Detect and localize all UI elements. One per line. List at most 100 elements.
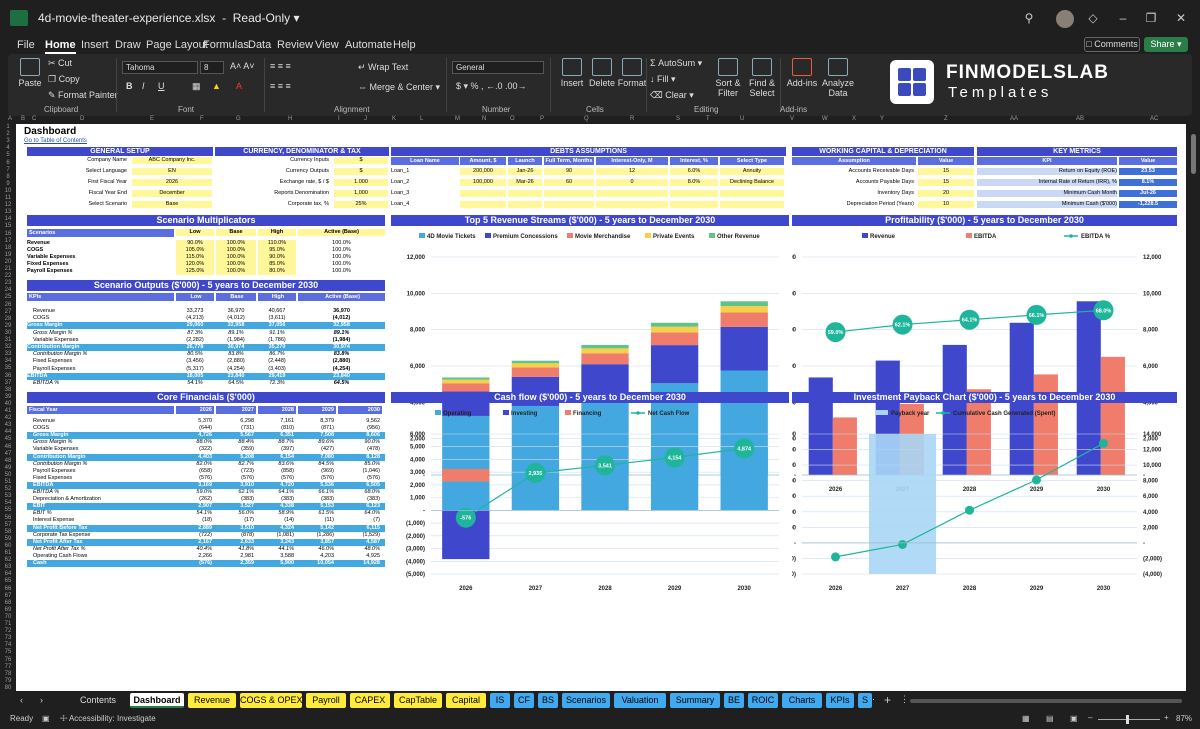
align-left-icon[interactable]: ≡ ≡ ≡	[270, 81, 291, 91]
menu-draw[interactable]: Draw	[115, 39, 141, 51]
row-header[interactable]: 54	[4, 500, 12, 507]
column-header[interactable]: C	[32, 116, 37, 122]
multiplier-cell[interactable]: 90.0%	[258, 254, 296, 261]
debts-cell[interactable]	[596, 190, 668, 197]
row-header[interactable]: 22	[4, 273, 12, 280]
row-header[interactable]: 34	[4, 358, 12, 365]
multiplier-cell[interactable]: 85.0%	[258, 261, 296, 268]
currency-format-icon[interactable]: $ ▾ % , ←.0 .00→	[456, 81, 527, 91]
table-of-contents-link[interactable]: Go to Table of Contents	[24, 138, 87, 144]
row-header[interactable]: 51	[4, 479, 12, 485]
tab-s[interactable]: S	[858, 693, 872, 708]
multiplier-cell[interactable]: 100.0%	[216, 268, 256, 275]
merge-center-button[interactable]: ⇔ Merge & Center ▾	[358, 82, 441, 92]
row-header[interactable]: 29	[4, 322, 12, 329]
multiplier-cell[interactable]: 100.0%	[216, 254, 256, 261]
row-header[interactable]: 61	[4, 550, 12, 556]
tab-cogs-opex[interactable]: COGS & OPEX	[240, 693, 303, 708]
row-header[interactable]: 15	[4, 223, 12, 230]
wrap-text-button[interactable]: ↵ Wrap Text	[358, 62, 409, 72]
font-grow-icon[interactable]: A˄ A˅	[230, 61, 255, 71]
cut-button[interactable]: ✂ Cut	[48, 58, 73, 68]
debts-cell[interactable]	[670, 190, 718, 197]
delete-cells-button[interactable]: Delete	[584, 58, 620, 88]
row-header[interactable]: 74	[4, 642, 12, 649]
row-header[interactable]: 21	[4, 266, 12, 272]
accessibility-status[interactable]: ☩ Accessibility: Investigate	[60, 714, 156, 723]
zoom-in-icon[interactable]: +	[1164, 713, 1169, 722]
row-header[interactable]: 72	[4, 628, 12, 635]
tab-is[interactable]: IS	[490, 693, 510, 708]
multiplier-cell[interactable]: 90.0%	[176, 240, 214, 247]
row-header[interactable]: 8	[6, 173, 10, 180]
normal-view-icon[interactable]: ▦	[1022, 714, 1030, 723]
multiplier-cell[interactable]: 115.0%	[176, 254, 214, 261]
debts-cell[interactable]	[508, 201, 542, 208]
row-header[interactable]: 5	[6, 152, 10, 159]
debts-cell[interactable]: 0	[596, 179, 668, 186]
row-header[interactable]: 12	[4, 202, 12, 209]
insert-cells-button[interactable]: Insert	[554, 58, 590, 88]
row-header[interactable]: 16	[4, 230, 12, 237]
row-header[interactable]: 25	[4, 294, 12, 301]
debts-cell[interactable]: 90	[544, 168, 594, 175]
multiplier-cell[interactable]: 100.0%	[216, 261, 256, 268]
sort-filter-button[interactable]: Sort & Filter	[710, 58, 746, 98]
row-header[interactable]: 69	[4, 606, 12, 613]
debts-cell[interactable]: Annuity	[720, 168, 784, 175]
debts-cell[interactable]	[720, 201, 784, 208]
share-button[interactable]: Share ▾	[1144, 37, 1188, 52]
row-header[interactable]: 33	[4, 351, 12, 358]
format-cells-button[interactable]: Format	[614, 58, 650, 88]
format-painter-button[interactable]: ✎ Format Painter	[48, 90, 118, 100]
restore-icon[interactable]: ❐	[1145, 11, 1157, 25]
align-top-icon[interactable]: ≡ ≡ ≡	[270, 61, 291, 71]
column-header[interactable]: K	[392, 116, 397, 122]
worksheet[interactable]: Dashboard Go to Table of Contents GENERA…	[16, 124, 1186, 691]
row-header[interactable]: 26	[4, 301, 12, 308]
row-header[interactable]: 3	[6, 138, 10, 145]
row-header[interactable]: 27	[4, 308, 12, 315]
tab-options-icon[interactable]: ⋮	[900, 694, 909, 704]
setup-value[interactable]: Base	[132, 201, 212, 208]
menu-page-layout[interactable]: Page Layout	[146, 39, 208, 51]
column-header[interactable]: L	[420, 116, 424, 122]
setup-value[interactable]: EN	[132, 168, 212, 175]
row-header[interactable]: 58	[4, 528, 12, 535]
multiplier-cell[interactable]: 105.0%	[176, 247, 214, 254]
analyze-data-button[interactable]: Analyze Data	[820, 58, 856, 98]
row-header[interactable]: 18	[4, 244, 12, 251]
debts-cell[interactable]	[460, 190, 506, 197]
multiplier-cell[interactable]: 110.0%	[258, 240, 296, 247]
number-format-select[interactable]: General	[452, 61, 544, 74]
row-header[interactable]: 43	[4, 422, 12, 429]
row-header[interactable]: 1	[6, 124, 10, 130]
tab-captable[interactable]: CapTable	[394, 693, 442, 708]
menu-insert[interactable]: Insert	[81, 39, 109, 51]
row-header[interactable]: 20	[4, 258, 12, 265]
column-header[interactable]: P	[540, 116, 545, 122]
row-header[interactable]: 63	[4, 564, 12, 571]
column-header[interactable]: A	[8, 116, 13, 122]
menu-view[interactable]: View	[315, 39, 339, 51]
row-header[interactable]: 30	[4, 329, 12, 336]
setup-value[interactable]: December	[132, 190, 212, 197]
column-header[interactable]: G	[236, 116, 241, 122]
wc-value[interactable]: 10	[918, 201, 974, 208]
column-header[interactable]: O	[510, 116, 515, 122]
tab-revenue[interactable]: Revenue	[188, 693, 236, 708]
debts-cell[interactable]: 12	[596, 168, 668, 175]
tab-capex[interactable]: CAPEX	[350, 693, 390, 708]
tab-kpis[interactable]: KPIs	[826, 693, 854, 708]
row-header[interactable]: 37	[4, 379, 12, 386]
row-header[interactable]: 4	[6, 145, 10, 152]
italic-button[interactable]: I	[142, 81, 145, 91]
close-icon[interactable]: ✕	[1175, 11, 1187, 25]
multiplier-cell[interactable]: 95.0%	[258, 247, 296, 254]
column-header[interactable]: Q	[584, 116, 589, 122]
row-header[interactable]: 67	[4, 592, 12, 599]
tab-cf[interactable]: CF	[514, 693, 534, 708]
currency-value[interactable]: $	[334, 157, 388, 164]
tab-bs[interactable]: BS	[538, 693, 558, 708]
row-header[interactable]: 59	[4, 535, 12, 542]
